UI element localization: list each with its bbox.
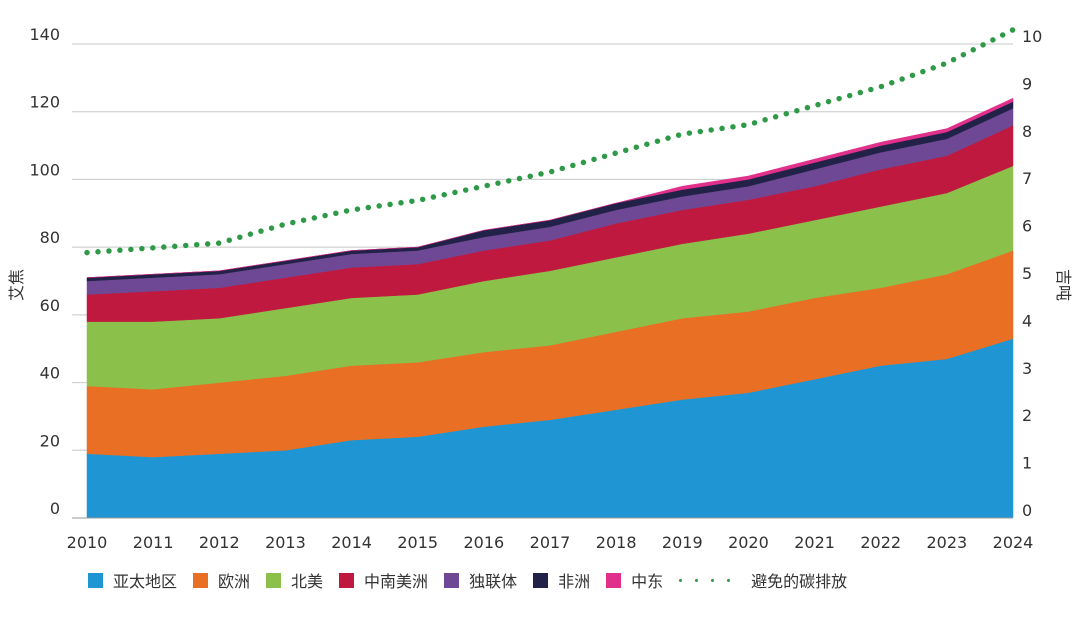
y-tick-label-right: 5 — [1022, 264, 1032, 283]
x-tick-label: 2012 — [199, 533, 240, 552]
x-tick-label: 2011 — [133, 533, 174, 552]
x-tick-label: 2018 — [596, 533, 637, 552]
y-tick-label-right: 4 — [1022, 311, 1032, 330]
y-tick-label-right: 1 — [1022, 454, 1032, 473]
y-axis-title-left: 艾焦 — [7, 269, 26, 301]
legend-label: 北美 — [291, 572, 324, 591]
area-series — [86, 97, 1014, 278]
x-tick-label: 2020 — [728, 533, 769, 552]
legend-label: 亚太地区 — [113, 572, 178, 591]
line-layer — [84, 27, 1016, 256]
y-tick-label-right: 6 — [1022, 217, 1032, 236]
legend-swatch — [339, 572, 355, 588]
area-layer — [86, 97, 1014, 519]
y-tick-label-left: 40 — [40, 364, 60, 383]
y-tick-label-right: 10 — [1022, 27, 1042, 46]
legend-item-north-america: 北美 — [266, 568, 323, 592]
x-tick-label: 2024 — [993, 533, 1034, 552]
legend-dotted-line-marker — [679, 578, 743, 582]
y-tick-label-left: 120 — [29, 93, 60, 112]
legend-swatch — [444, 572, 460, 588]
legend-item-europe: 欧洲 — [193, 568, 250, 592]
legend: 亚太地区 欧洲 北美 中南美洲 独联体 非洲 中东 避免的碳排放 — [88, 568, 863, 592]
x-tick-label: 2014 — [331, 533, 372, 552]
legend-item-asia-pacific: 亚太地区 — [88, 568, 177, 592]
legend-swatch — [193, 572, 209, 588]
legend-label: 中东 — [631, 572, 664, 591]
legend-swatch — [88, 572, 103, 588]
x-tick-label: 2021 — [794, 533, 835, 552]
y-tick-label-left: 20 — [40, 431, 60, 450]
y-tick-label-left: 80 — [40, 228, 60, 247]
x-tick-label: 2015 — [397, 533, 438, 552]
y-tick-label-left: 60 — [40, 296, 60, 315]
y-tick-label-right: 8 — [1022, 122, 1032, 141]
y-tick-label-right: 9 — [1022, 74, 1032, 93]
legend-item-avoided-emissions: 避免的碳排放 — [679, 568, 847, 592]
legend-swatch — [533, 572, 549, 588]
x-tick-label: 2010 — [67, 533, 108, 552]
x-tick-label: 2016 — [463, 533, 504, 552]
legend-label: 独联体 — [469, 572, 518, 591]
legend-label: 非洲 — [558, 572, 591, 591]
y-tick-label-right: 3 — [1022, 359, 1032, 378]
axis-layer: 0 20 40 60 80 100 120 140 0 1 2 3 4 5 6 7 8 9 10 2010 2011 20… — [29, 25, 1042, 552]
x-tick-label: 2019 — [662, 533, 703, 552]
x-tick-label: 2013 — [265, 533, 306, 552]
legend-label: 中南美洲 — [364, 572, 429, 591]
x-tick-label: 2017 — [530, 533, 571, 552]
legend-swatch — [266, 572, 282, 588]
y-tick-label-left: 100 — [29, 160, 60, 179]
y-axis-title-right: 吉吨 — [1054, 269, 1073, 301]
legend-swatch — [606, 572, 622, 588]
y-tick-label-right: 0 — [1022, 501, 1032, 520]
legend-item-cis: 独联体 — [444, 568, 517, 592]
y-tick-label-right: 7 — [1022, 169, 1032, 188]
y-tick-label-right: 2 — [1022, 406, 1032, 425]
x-tick-label: 2022 — [860, 533, 901, 552]
legend-label: 欧洲 — [218, 572, 251, 591]
stacked-area-chart: 0 20 40 60 80 100 120 140 0 1 2 3 4 5 6 7 8 9 10 2010 2011 20… — [7, 25, 1073, 552]
legend-label: 避免的碳排放 — [751, 572, 848, 591]
y-tick-label-left: 140 — [29, 25, 60, 44]
y-tick-label-left: 0 — [50, 499, 60, 518]
x-tick-label: 2023 — [926, 533, 967, 552]
legend-item-africa: 非洲 — [533, 568, 590, 592]
avoided-emissions-dotted-line — [84, 27, 1016, 256]
legend-item-middle-east: 中东 — [606, 568, 663, 592]
legend-item-south-central-america: 中南美洲 — [339, 568, 428, 592]
